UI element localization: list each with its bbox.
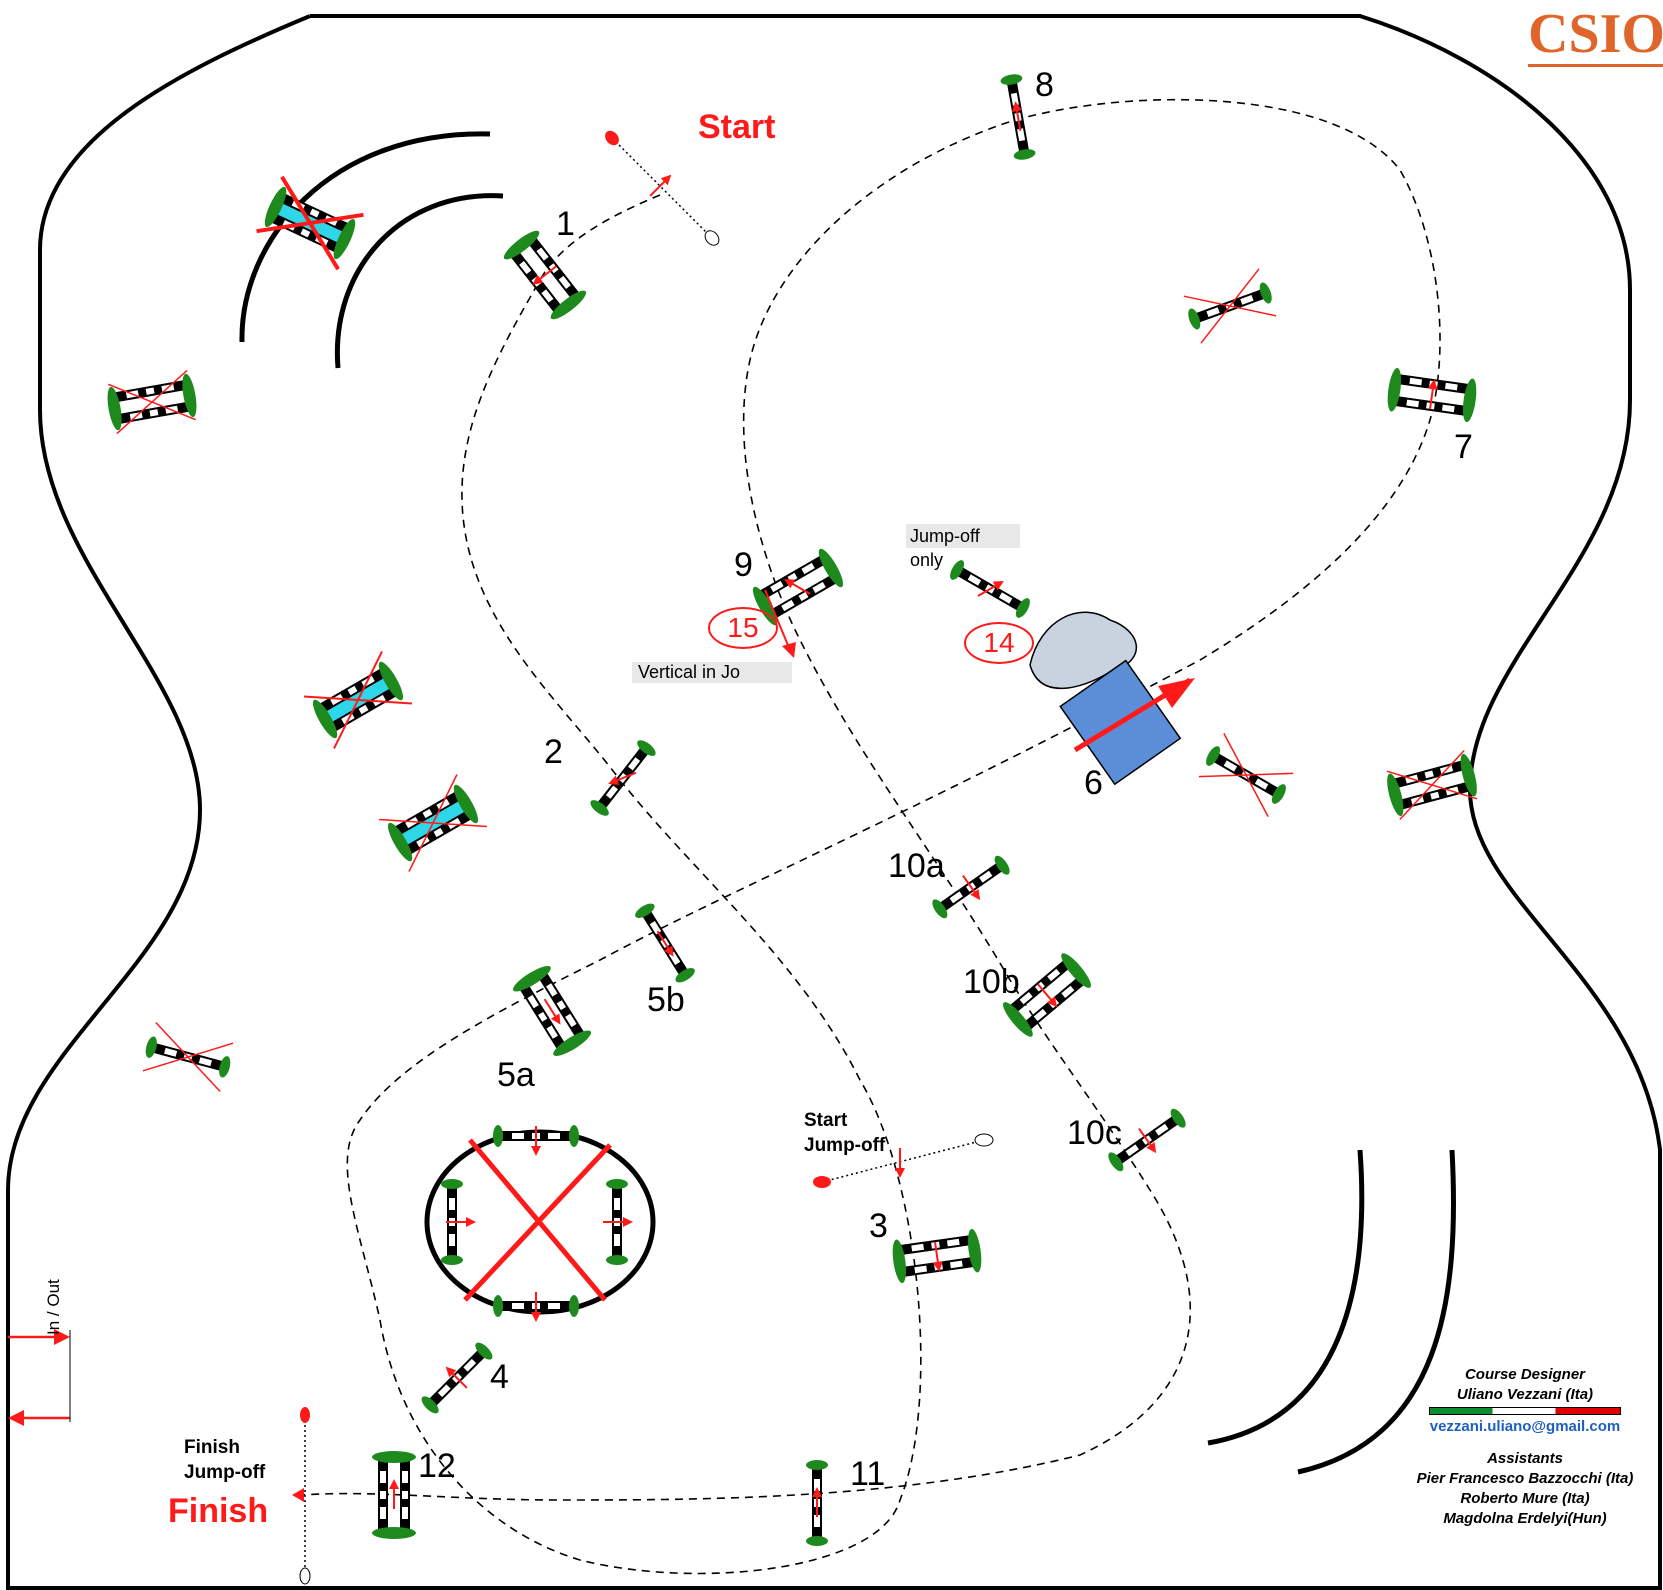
unused-fence-cyan-top xyxy=(256,175,364,271)
assistants-title: Assistants xyxy=(1487,1450,1563,1467)
credits-block: Course Designer Uliano Vezzani (Ita) vez… xyxy=(1390,1365,1660,1529)
unused-fence-cyan-mid xyxy=(303,651,413,749)
assistant-1: Pier Francesco Bazzocchi (Ita) xyxy=(1416,1470,1634,1487)
fence-11 xyxy=(806,1460,828,1546)
jumpoff-14-number: 14 xyxy=(964,622,1034,664)
fence-7-number: 7 xyxy=(1454,428,1473,466)
fence-10c-number: 10c xyxy=(1067,1114,1122,1152)
fence-5b xyxy=(633,901,697,986)
brand-logo: CSIO xyxy=(1528,3,1663,67)
designer-name: Uliano Vezzani (Ita) xyxy=(1456,1386,1594,1403)
fence-5b-number: 5b xyxy=(647,981,685,1019)
wall-arc-bottom-outer xyxy=(1297,1149,1456,1475)
jumpoff-only-line2: only xyxy=(910,550,944,570)
fence-4-number: 4 xyxy=(490,1358,509,1396)
jumpoff-15-number: 15 xyxy=(708,607,778,649)
fence-11-number: 11 xyxy=(850,1455,886,1493)
assistant-2: Roberto Mure (Ita) xyxy=(1460,1490,1590,1507)
fence-3 xyxy=(890,1228,983,1284)
fence-1 xyxy=(501,227,590,323)
finish-label: Finish xyxy=(168,1492,269,1530)
jumpoff-only-note: Jump-off only xyxy=(906,524,1020,572)
finish-jumpoff-line2: Jump-off xyxy=(184,1462,266,1483)
fence-2 xyxy=(587,737,659,819)
fence-4 xyxy=(415,1336,497,1418)
fence-8-number: 8 xyxy=(1035,66,1054,104)
finish-jumpoff-line1: Finish xyxy=(184,1437,240,1458)
fence-7 xyxy=(1385,367,1478,423)
italian-flag-bar xyxy=(1429,1407,1621,1415)
finish-jumpoff-label: Finish Jump-off xyxy=(184,1435,265,1485)
start-jumpoff-label: Start Jump-off xyxy=(804,1108,885,1158)
fence-12 xyxy=(372,1451,416,1539)
unused-fence-bottom-left xyxy=(142,1021,234,1093)
fence-10a-number: 10a xyxy=(888,847,945,885)
jumpoff-only-line1: Jump-off xyxy=(906,524,1020,548)
wall-arc-bottom-inner xyxy=(1207,1149,1365,1446)
assistant-3: Magdolna Erdelyi(Hun) xyxy=(1443,1510,1607,1527)
fence-3-number: 3 xyxy=(869,1207,888,1245)
unused-fence-cyan-low xyxy=(378,774,488,872)
fence-6-number: 6 xyxy=(1084,764,1103,802)
pond xyxy=(1029,611,1138,690)
start-label: Start xyxy=(698,108,776,146)
vertical-in-jo-note: Vertical in Jo xyxy=(632,662,792,683)
fence-8 xyxy=(1000,73,1037,162)
fence-9-number: 9 xyxy=(734,546,753,584)
fence-10b-number: 10b xyxy=(963,963,1020,1001)
wall-arc-top-inner xyxy=(334,193,504,369)
arena-border xyxy=(6,14,1662,1590)
fence-2-number: 2 xyxy=(544,733,563,771)
start-jumpoff-line1: Start xyxy=(804,1110,848,1131)
unused-fence-right-top xyxy=(1183,268,1277,344)
course-path xyxy=(299,98,1441,1575)
wall-arc-top-outer xyxy=(239,131,491,343)
unused-fence-left xyxy=(104,369,199,435)
fence-12-number: 12 xyxy=(418,1447,456,1485)
fence-5a xyxy=(510,962,594,1060)
designer-email[interactable]: vezzani.uliano@gmail.com xyxy=(1429,1418,1621,1435)
unused-fence-right-mid xyxy=(1198,732,1294,818)
fence-1-number: 1 xyxy=(556,205,575,243)
start-jumpoff-line2: Jump-off xyxy=(804,1135,886,1156)
fence-5a-number: 5a xyxy=(497,1056,535,1094)
in-out-label: In / Out xyxy=(44,1279,63,1335)
unused-fence-far-right xyxy=(1383,749,1481,821)
designer-title: Course Designer xyxy=(1464,1366,1586,1383)
